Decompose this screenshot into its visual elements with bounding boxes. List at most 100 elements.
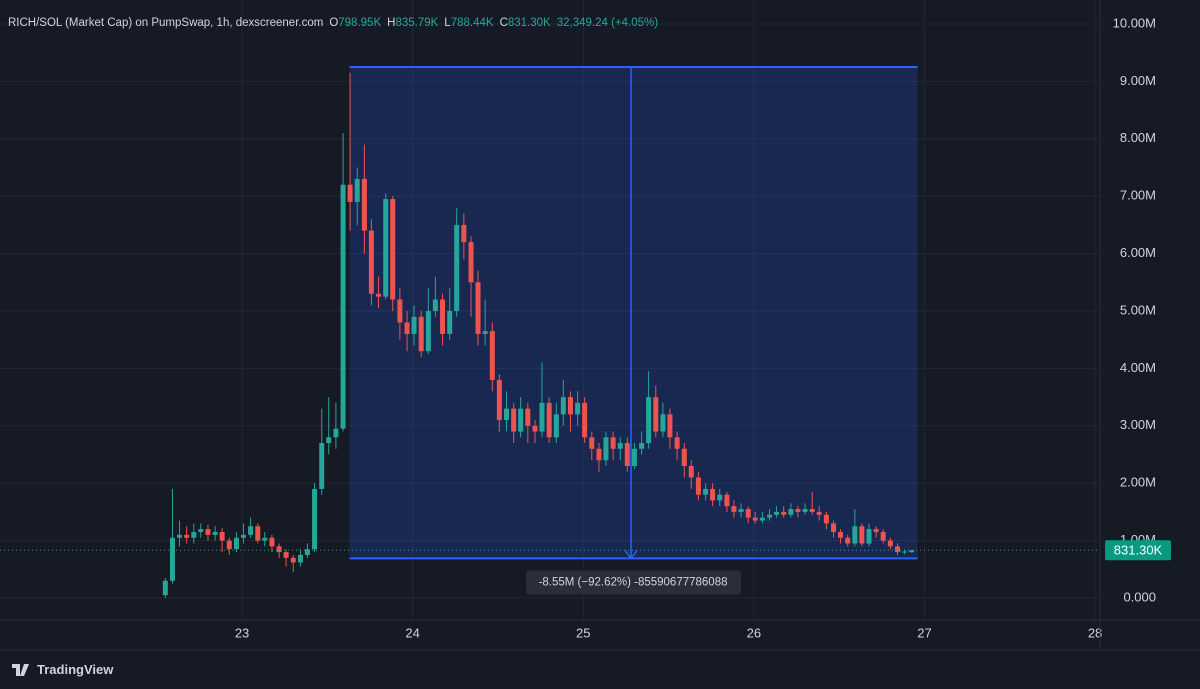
- candle-body: [781, 511, 787, 515]
- ohlc-value: 835.79K: [395, 17, 439, 29]
- candle-body: [397, 299, 403, 323]
- candle-body: [383, 199, 389, 297]
- x-tick-label: 28: [1088, 625, 1102, 640]
- candle-body: [653, 397, 659, 432]
- ohlc-item: H835.79K: [387, 17, 438, 29]
- candle-body: [432, 299, 438, 312]
- candle-body: [795, 509, 801, 512]
- y-tick-label: 4.00M: [1120, 360, 1156, 375]
- x-tick-label: 27: [917, 625, 931, 640]
- ohlc-change: 32,349.24 (+4.05%): [556, 17, 659, 29]
- candle-body: [312, 488, 318, 550]
- candle-body: [447, 311, 453, 334]
- candle-body: [731, 506, 737, 512]
- ohlc-value: 798.95K: [338, 17, 382, 29]
- candle-body: [326, 437, 332, 444]
- candle-body: [703, 488, 709, 495]
- candle-body: [198, 529, 204, 533]
- candle-body: [631, 448, 637, 466]
- candle-body: [361, 178, 367, 231]
- candle-body: [823, 514, 829, 524]
- candle-body: [205, 529, 211, 535]
- y-tick-label: 9.00M: [1120, 73, 1156, 88]
- measure-label-bg: [526, 570, 742, 595]
- candle-body: [169, 537, 175, 581]
- candle-body: [873, 529, 879, 533]
- candle-body: [262, 537, 268, 541]
- candle-body: [468, 242, 474, 283]
- candle-body: [376, 293, 382, 297]
- candle-body: [567, 397, 573, 415]
- x-tick-label: 26: [747, 625, 761, 640]
- candle-body: [887, 540, 893, 547]
- candle-body: [582, 402, 588, 438]
- candle-body: [774, 511, 780, 515]
- ohlc-value: 831.30K: [507, 17, 551, 29]
- candle-body: [518, 408, 524, 432]
- candle-body: [688, 465, 694, 478]
- measure-arrow-head: [624, 549, 638, 560]
- candle-body: [767, 514, 773, 518]
- candle-body: [603, 437, 609, 461]
- candle-body: [560, 397, 566, 415]
- candle-body: [553, 414, 559, 438]
- candle-body: [248, 526, 254, 535]
- candle-body: [454, 224, 460, 312]
- y-tick-label: 2.00M: [1120, 475, 1156, 490]
- candle-body: [191, 532, 197, 538]
- candle-body: [496, 379, 502, 421]
- candle-body: [660, 414, 666, 432]
- candle-body: [624, 443, 630, 466]
- candle-body: [354, 178, 360, 202]
- candle-body: [681, 448, 687, 466]
- ohlc-key: L: [444, 17, 451, 29]
- y-tick-label: 6.00M: [1120, 245, 1156, 260]
- candle-body: [283, 552, 289, 558]
- candle-body: [895, 546, 901, 553]
- candle-body: [525, 408, 531, 426]
- y-tick-label: 10.00M: [1113, 15, 1156, 30]
- candle-body: [639, 443, 645, 449]
- candle-body: [575, 402, 581, 415]
- candle-body: [233, 537, 239, 550]
- candle-body: [667, 414, 673, 438]
- candle-body: [503, 408, 509, 421]
- candle-body: [461, 224, 467, 243]
- candle-body: [845, 537, 851, 544]
- y-tick-label: 3.00M: [1120, 417, 1156, 432]
- ohlc-item: O798.95K: [329, 17, 381, 29]
- candle-body: [290, 557, 296, 563]
- candle-body: [440, 299, 446, 334]
- candle-body: [475, 282, 481, 334]
- ohlc-key: O: [329, 17, 339, 29]
- candle-body: [269, 537, 275, 547]
- candle-body: [724, 494, 730, 507]
- y-tick-label: 0.000: [1123, 589, 1156, 604]
- branding: TradingView: [12, 662, 113, 677]
- candle-body: [695, 477, 701, 495]
- y-tick-label: 8.00M: [1120, 130, 1156, 145]
- candle-body: [411, 316, 417, 334]
- candle-body: [802, 509, 808, 512]
- candle-body: [489, 331, 495, 380]
- logo: [12, 663, 29, 676]
- candle-body: [745, 509, 751, 518]
- candle-body: [880, 532, 886, 541]
- candle-body: [589, 437, 595, 449]
- candle-body: [852, 526, 858, 544]
- candle-body: [219, 532, 225, 541]
- candle-body: [304, 549, 310, 555]
- candle-body: [319, 443, 325, 489]
- candle-body: [511, 408, 517, 432]
- candle-body: [276, 546, 282, 553]
- candle-body: [909, 550, 915, 553]
- candle-body: [752, 517, 758, 521]
- candle-body: [368, 230, 374, 294]
- ohlc-key: H: [387, 17, 396, 29]
- ohlc-item: L788.44K: [444, 17, 493, 29]
- x-tick-label: 24: [405, 625, 419, 640]
- candle-body: [390, 199, 396, 300]
- candle-body: [838, 532, 844, 538]
- candle-body: [162, 580, 168, 596]
